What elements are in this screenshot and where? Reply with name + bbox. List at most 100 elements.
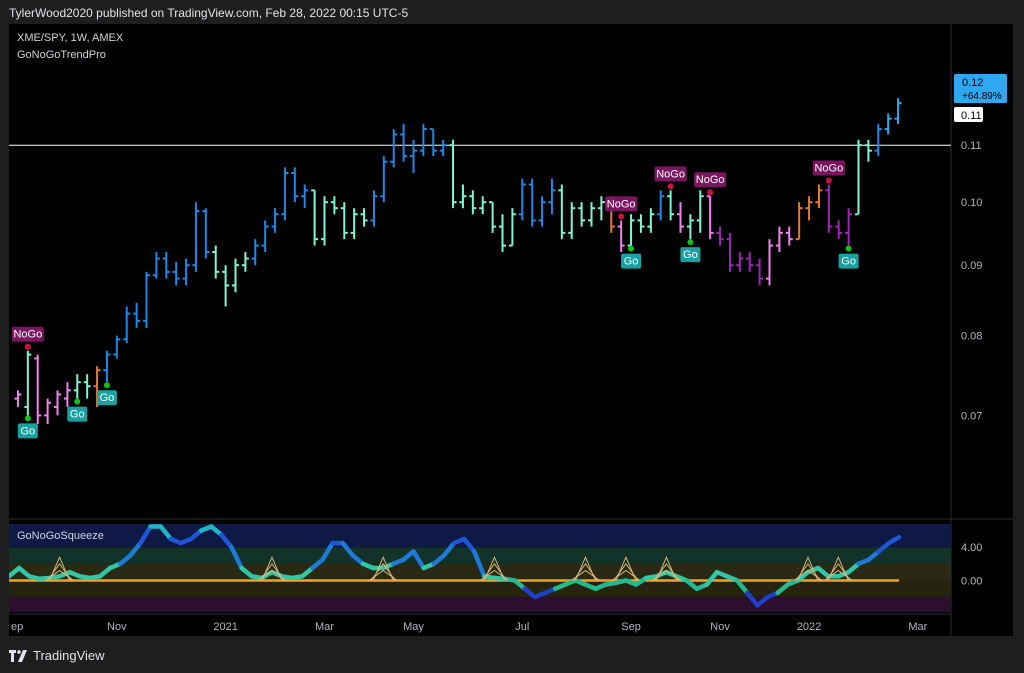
signal-badges: NoGo Go Go Go NoGo Go NoGo Go NoGo NoGo Go xyxy=(11,160,859,439)
ohlc-bar xyxy=(716,226,724,246)
ohlc-bar xyxy=(706,195,714,240)
time-axis-tick: Mar xyxy=(908,621,927,633)
squeeze-marker xyxy=(652,555,681,581)
go-badge-label: Go xyxy=(624,256,639,268)
ohlc-bar xyxy=(518,178,526,221)
ohlc-bar xyxy=(627,214,635,247)
tradingview-footer[interactable]: TradingView xyxy=(9,648,105,663)
time-axis-tick: ep xyxy=(11,621,23,633)
price-bars xyxy=(14,98,902,425)
nogo-badge-label: NoGo xyxy=(656,168,685,180)
ohlc-bar xyxy=(133,302,141,329)
ohlc-bar xyxy=(766,239,773,286)
ohlc-bar xyxy=(508,208,516,247)
nogo-dot xyxy=(825,177,832,184)
ohlc-bar xyxy=(845,208,853,246)
nogo-badge xyxy=(11,326,44,342)
ohlc-bar xyxy=(785,226,793,246)
time-axis-tick: 2021 xyxy=(213,621,237,633)
squeeze-segment xyxy=(320,540,335,562)
go-badge-label: Go xyxy=(100,392,115,404)
ohlc-bar xyxy=(410,139,417,174)
squeeze-segment xyxy=(471,549,487,579)
ohlc-bar xyxy=(558,184,566,240)
nogo-dot xyxy=(667,183,674,190)
squeeze-segment xyxy=(219,532,234,550)
ohlc-bar xyxy=(647,208,655,233)
ohlc-bar xyxy=(578,202,586,227)
squeeze-marker xyxy=(793,555,823,581)
go-badge xyxy=(96,390,117,406)
last-price-value: 0.12 xyxy=(962,77,983,89)
squeeze-segment xyxy=(229,544,244,571)
time-axis-tick: Nov xyxy=(710,621,730,633)
ohlc-bar xyxy=(400,123,408,162)
go-badge xyxy=(67,406,88,422)
ohlc-bar xyxy=(182,258,190,286)
squeeze-tent xyxy=(615,555,637,581)
nogo-badge xyxy=(812,160,845,176)
ohlc-bar xyxy=(261,220,269,253)
squeeze-band xyxy=(9,580,951,598)
ohlc-bar xyxy=(439,139,447,157)
squeeze-tent xyxy=(797,555,819,581)
time-axis-tick: May xyxy=(403,621,424,633)
ohlc-bar xyxy=(350,208,358,240)
squeeze-band xyxy=(9,524,951,548)
nogo-badge-label: NoGo xyxy=(13,329,42,341)
ohlc-bar xyxy=(390,129,398,168)
squeeze-band xyxy=(9,597,951,612)
squeeze-axis-tick: 0.00 xyxy=(961,575,982,587)
ohlc-bar xyxy=(232,258,239,293)
price-chart[interactable]: NoGo Go Go Go NoGo Go NoGo Go NoGo NoGo Go 0.07 0.0… xyxy=(9,24,1013,636)
squeeze-tent xyxy=(372,555,394,581)
last-price-change: +64.89% xyxy=(962,91,1002,102)
squeeze-marker xyxy=(611,555,641,581)
ohlc-bar xyxy=(271,208,279,233)
squeeze-tent xyxy=(261,555,283,581)
nogo-badge-label: NoGo xyxy=(607,198,636,210)
squeeze-axis-tick: 4.00 xyxy=(961,542,982,554)
price-axis-tick: 0.11 xyxy=(961,140,982,152)
nogo-dot xyxy=(618,213,625,220)
hline-price-value: 0.11 xyxy=(961,110,982,122)
nogo-badge xyxy=(654,166,687,182)
ohlc-bar xyxy=(775,226,783,253)
ohlc-bar xyxy=(14,390,22,407)
ohlc-bar xyxy=(311,189,319,246)
tradingview-logo-icon xyxy=(9,649,27,662)
squeeze-marker xyxy=(480,555,509,581)
ohlc-bar xyxy=(123,306,131,344)
chart-frame: NoGo Go Go Go NoGo Go NoGo Go NoGo NoGo Go 0.07 0.0… xyxy=(9,24,1013,636)
go-dot xyxy=(24,415,31,422)
ohlc-bar xyxy=(73,374,81,399)
squeeze-marker xyxy=(571,555,600,581)
go-dot xyxy=(103,382,110,389)
ohlc-bar xyxy=(419,123,427,157)
ohlc-bar xyxy=(597,196,605,221)
squeeze-segment xyxy=(340,540,356,558)
squeeze-segment xyxy=(441,540,457,558)
go-dot xyxy=(845,245,852,252)
squeeze-tent xyxy=(575,555,596,581)
time-axis-tick: Sep xyxy=(621,621,641,633)
squeeze-tent xyxy=(483,555,505,581)
ohlc-bar xyxy=(499,214,506,253)
squeeze-line xyxy=(9,524,902,608)
nogo-dot xyxy=(707,189,714,196)
price-axis-tick: 0.09 xyxy=(961,260,982,272)
go-badge-label: Go xyxy=(20,425,35,437)
nogo-badge-label: NoGo xyxy=(696,174,725,186)
ohlc-bar xyxy=(330,196,338,215)
ohlc-bar xyxy=(360,208,368,227)
ohlc-bar xyxy=(855,139,862,216)
ohlc-bar xyxy=(222,265,230,307)
go-badge xyxy=(621,253,642,269)
go-dot xyxy=(687,239,694,246)
ohlc-bar xyxy=(617,220,625,253)
ohlc-bar xyxy=(884,113,892,135)
ohlc-bar xyxy=(548,178,556,215)
ohlc-bar xyxy=(301,184,309,209)
nogo-badge xyxy=(694,172,727,188)
squeeze-segment xyxy=(461,536,477,554)
